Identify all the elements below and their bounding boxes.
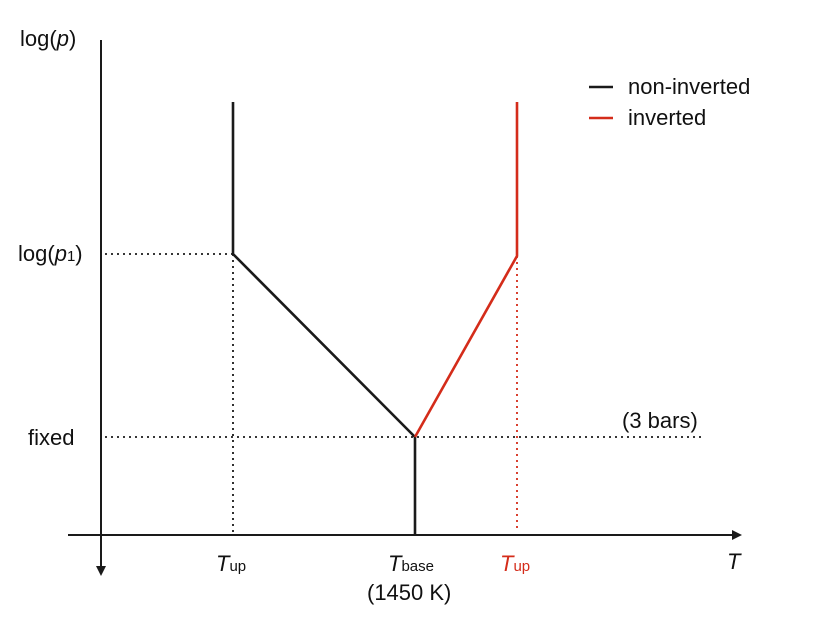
x-axis-label: T xyxy=(727,549,741,574)
pressure-annotation: (3 bars) xyxy=(622,408,698,433)
x-tick-tbase-note: (1450 K) xyxy=(367,580,452,605)
non-inverted-profile xyxy=(231,102,417,535)
x-tick-tbase: Tbase xyxy=(388,551,434,576)
x-tick-tup-right: Tup xyxy=(500,551,531,576)
legend-label-non-inverted: non-inverted xyxy=(628,74,751,99)
x-tick-tup-left: Tup xyxy=(216,551,247,576)
legend-label-inverted: inverted xyxy=(628,105,707,130)
inverted-profile xyxy=(413,102,519,438)
y-tick-fixed: fixed xyxy=(28,425,75,450)
y-tick-log-p1: log(p1) xyxy=(18,241,83,266)
y-axis-label: log(p) xyxy=(20,26,77,51)
